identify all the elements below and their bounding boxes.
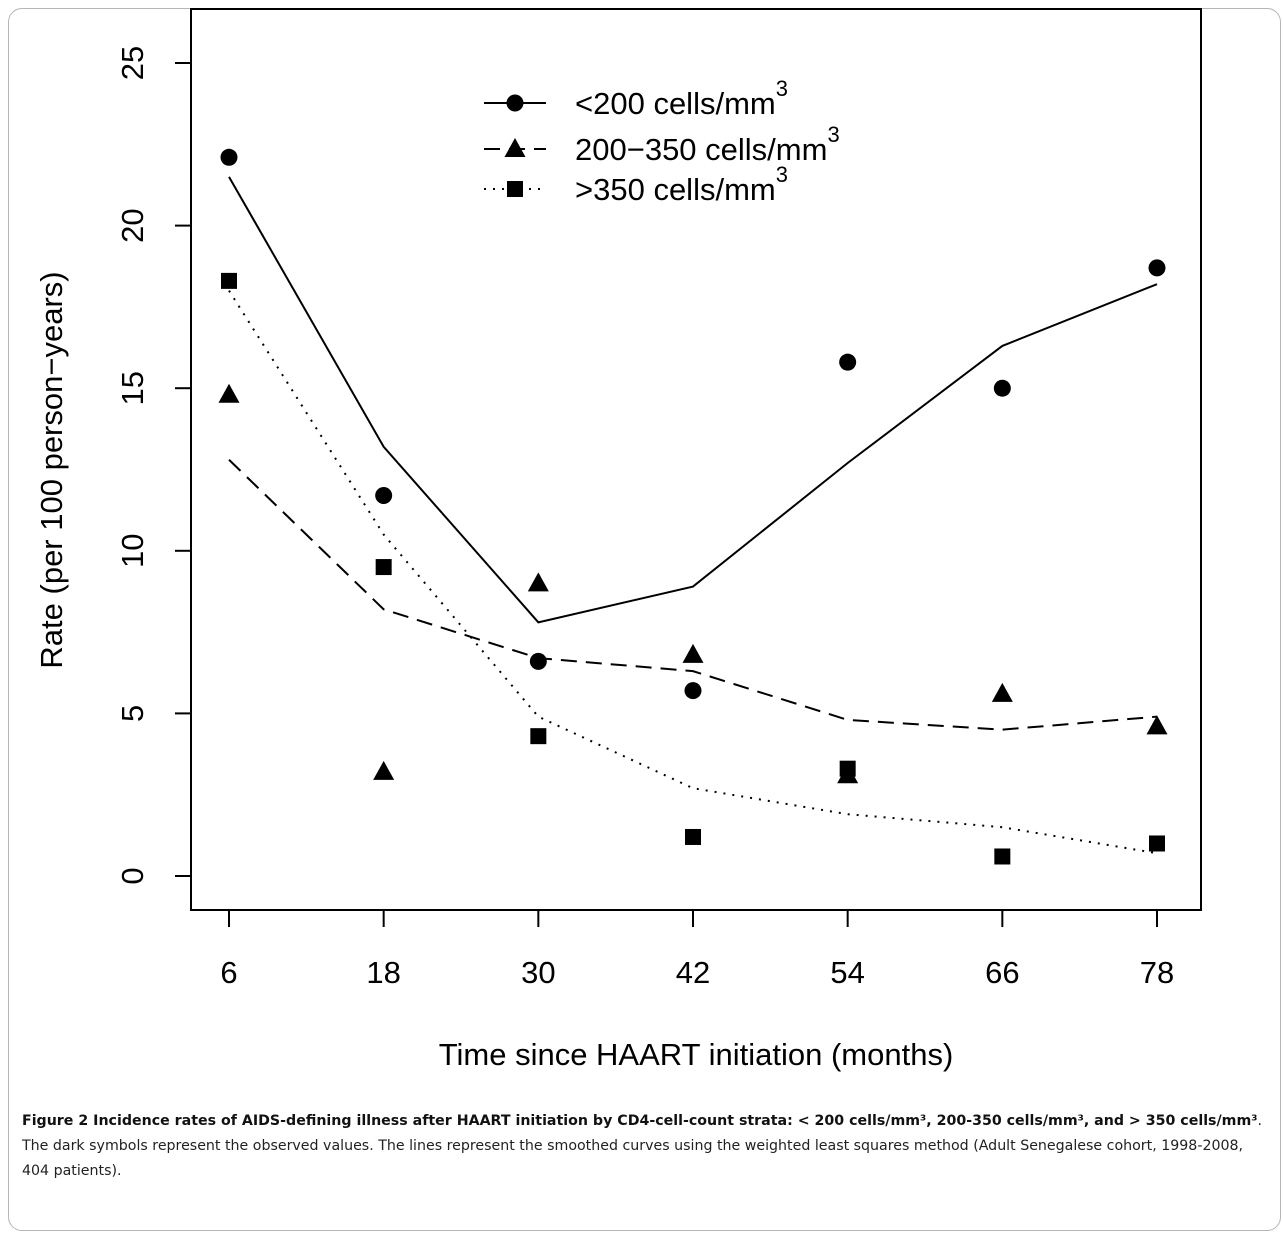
data-point-square — [530, 728, 547, 745]
data-point-triangle — [527, 572, 549, 592]
smoothed-line-circle — [228, 176, 1158, 624]
data-point-square — [685, 828, 701, 845]
legend-label: 200−350 cells/mm3 — [575, 122, 840, 167]
legend-marker-circle — [506, 94, 524, 112]
data-point-circle — [993, 379, 1011, 397]
y-axis-title: Rate (per 100 person−years) — [34, 271, 69, 668]
data-point-circle — [1148, 259, 1166, 277]
smoothed-curves — [228, 176, 1158, 855]
data-point-square — [221, 272, 237, 289]
chart: 6 18 30 42 54 66 78 0 5 10 15 20 25 <200 cells/mm32… — [34, 8, 1202, 1072]
legend-superscript: 3 — [776, 76, 788, 101]
x-tick-label: 42 — [676, 955, 710, 990]
data-point-square — [839, 760, 856, 777]
legend-superscript: 3 — [776, 162, 788, 187]
data-point-square — [1149, 835, 1165, 852]
y-tick-label: 15 — [115, 371, 150, 405]
observed-points — [218, 148, 1168, 865]
data-point-square — [375, 559, 392, 576]
data-point-triangle — [218, 383, 240, 403]
legend-superscript: 3 — [827, 122, 839, 147]
data-point-circle — [220, 148, 238, 166]
data-point-triangle — [682, 643, 704, 663]
data-point-circle — [839, 353, 857, 371]
data-point-triangle — [991, 682, 1013, 702]
x-tick-label: 30 — [521, 955, 555, 990]
smoothed-line-square — [228, 290, 1158, 855]
legend-marker-square — [507, 181, 523, 197]
smoothed-line-triangle — [228, 459, 1158, 731]
x-tick-label: 78 — [1140, 955, 1174, 990]
x-tick-label: 6 — [220, 955, 237, 990]
y-tick-label: 0 — [115, 867, 150, 884]
caption-title: Figure 2 Incidence rates of AIDS-definin… — [22, 1113, 1258, 1129]
x-tick-label: 54 — [830, 955, 864, 990]
y-axis: 0 5 10 15 20 25 — [115, 46, 192, 885]
y-tick-label: 5 — [115, 705, 150, 722]
data-point-circle — [375, 487, 393, 505]
data-point-triangle — [1146, 715, 1168, 735]
x-axis-title: Time since HAART initiation (months) — [439, 1037, 954, 1072]
legend-label: >350 cells/mm3 — [575, 162, 788, 207]
figure-frame — [8, 8, 1281, 1231]
x-axis: 6 18 30 42 54 66 78 — [220, 909, 1174, 990]
legend-label: <200 cells/mm3 — [575, 76, 788, 121]
data-point-triangle — [373, 760, 395, 780]
legend-marker-triangle — [504, 138, 526, 157]
y-tick-label: 10 — [115, 534, 150, 568]
data-point-circle — [529, 652, 547, 670]
x-tick-label: 66 — [985, 955, 1019, 990]
data-point-circle — [684, 682, 702, 700]
caption-text: . The dark symbols represent the observe… — [22, 1113, 1262, 1179]
x-tick-label: 18 — [366, 955, 400, 990]
y-tick-label: 20 — [115, 208, 150, 242]
data-point-square — [994, 848, 1011, 865]
y-tick-label: 25 — [115, 46, 150, 80]
figure-caption: Figure 2 Incidence rates of AIDS-definin… — [22, 1109, 1262, 1184]
